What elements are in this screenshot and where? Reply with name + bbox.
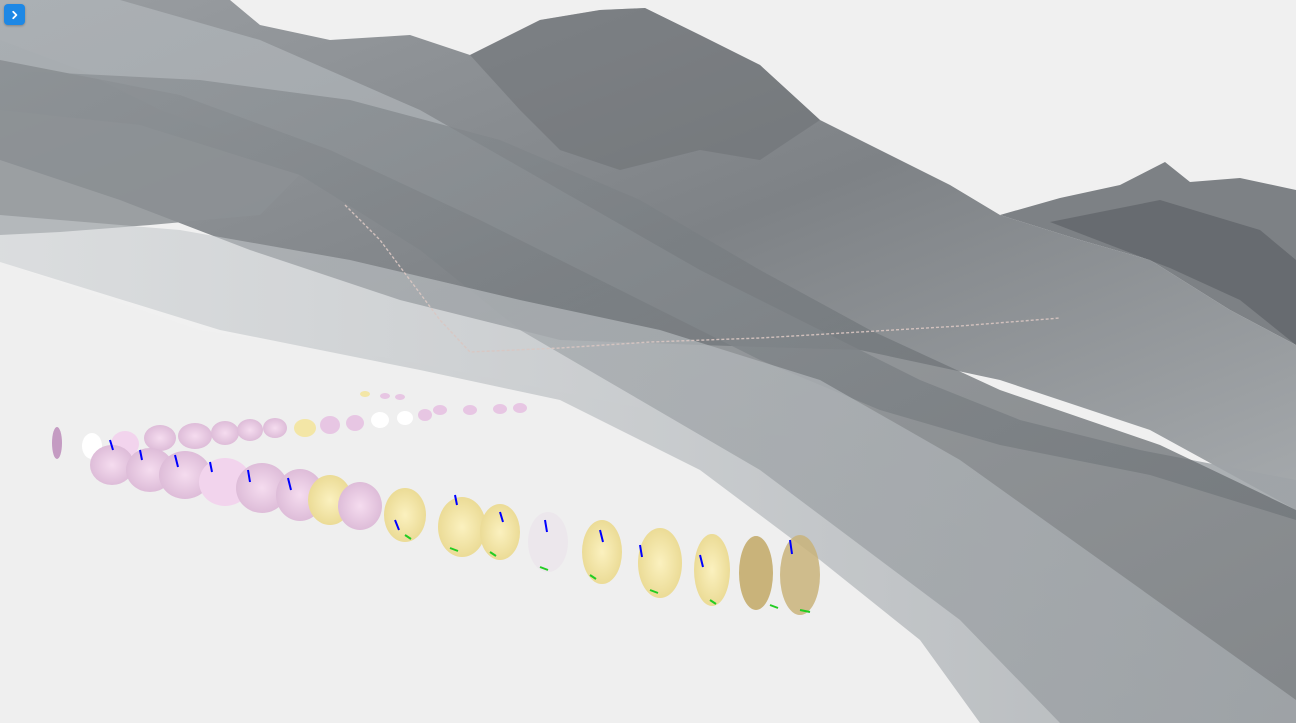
chevron-right-icon xyxy=(11,10,17,19)
trail-path xyxy=(344,204,1061,353)
mountain-shading xyxy=(470,8,820,170)
mountain-far-right-shadow xyxy=(1050,200,1296,345)
translucent-plate xyxy=(0,215,1296,723)
survey-markers xyxy=(109,439,811,613)
tunnel-far-row xyxy=(360,391,527,415)
tunnel-middle-row xyxy=(52,409,432,459)
tunnel-near-row xyxy=(90,445,820,615)
expand-panel-button[interactable] xyxy=(4,4,25,25)
